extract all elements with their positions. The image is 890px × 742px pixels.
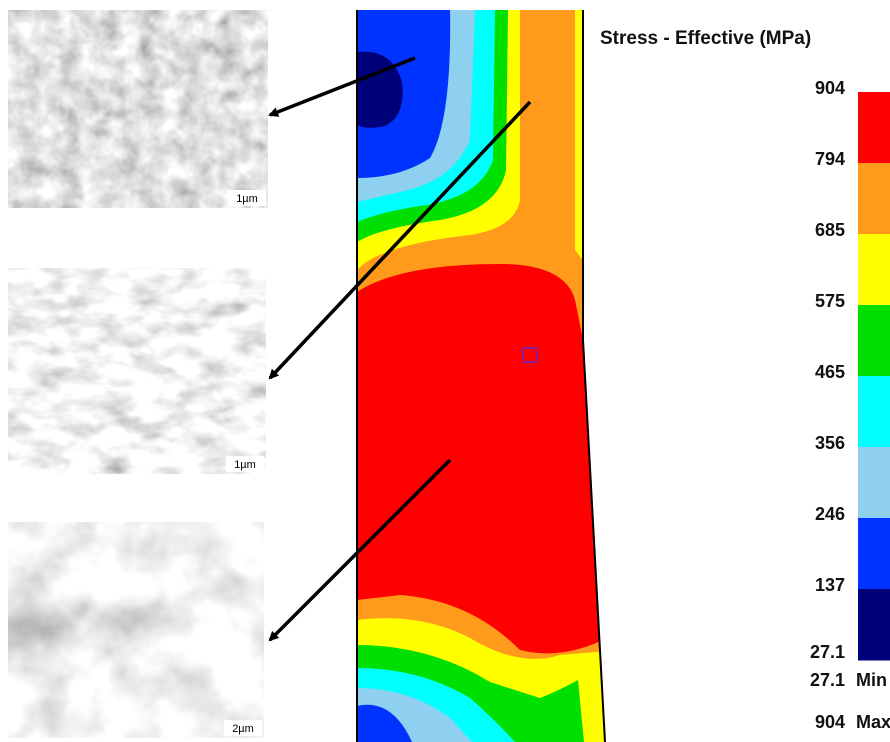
scale-label: 1µm xyxy=(236,193,258,205)
micrograph-image xyxy=(8,522,264,738)
legend-tick-label: 465 xyxy=(815,362,845,382)
micrograph-image xyxy=(8,268,266,474)
legend-band xyxy=(858,447,890,519)
page: 1µm 1µm 2µm Stress - Effective (MPa) 27.… xyxy=(0,0,890,742)
micrograph: 1µm xyxy=(8,268,266,474)
micrograph-image xyxy=(8,10,268,208)
legend-tick-label: 904 xyxy=(815,78,845,98)
micrograph: 1µm xyxy=(8,10,268,208)
legend-band xyxy=(858,518,890,590)
legend-tick-label: 575 xyxy=(815,291,845,311)
legend-tick-label: 685 xyxy=(815,220,845,240)
legend-band xyxy=(858,163,890,235)
legend-band xyxy=(858,92,890,164)
scale-label: 1µm xyxy=(234,459,256,471)
min-value: 27.1 xyxy=(810,670,845,690)
contour-band xyxy=(357,264,603,653)
scale-label: 2µm xyxy=(232,723,254,735)
legend-tick-label: 27.1 xyxy=(810,642,845,662)
legend-tick-label: 794 xyxy=(815,149,845,169)
max-value: 904 xyxy=(815,712,845,732)
legend-band xyxy=(858,376,890,448)
legend-band xyxy=(858,589,890,661)
micrograph: 2µm xyxy=(8,522,264,738)
max-label: Max xyxy=(856,712,890,732)
legend-title: Stress - Effective (MPa) xyxy=(600,28,811,49)
legend-tick-label: 356 xyxy=(815,433,845,453)
legend-tick-label: 137 xyxy=(815,575,845,595)
figure: 1µm 1µm 2µm Stress - Effective (MPa) 27.… xyxy=(0,0,890,742)
contour-plot xyxy=(357,10,620,742)
legend-band xyxy=(858,305,890,377)
legend-tick-label: 246 xyxy=(815,504,845,524)
min-label: Min xyxy=(856,670,887,690)
legend-band xyxy=(858,234,890,306)
